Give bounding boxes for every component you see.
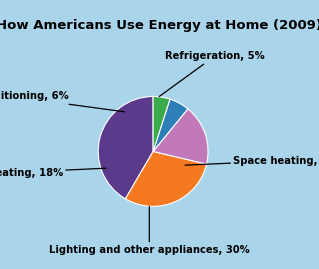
Wedge shape	[153, 97, 170, 151]
Text: Space heating, 42%: Space heating, 42%	[185, 155, 319, 166]
Wedge shape	[98, 97, 153, 199]
Wedge shape	[125, 151, 207, 206]
Text: How Americans Use Energy at Home (2009): How Americans Use Energy at Home (2009)	[0, 19, 319, 32]
Wedge shape	[153, 109, 208, 164]
Text: Air conditioning, 6%: Air conditioning, 6%	[0, 91, 124, 112]
Text: Water heating, 18%: Water heating, 18%	[0, 168, 106, 178]
Wedge shape	[153, 99, 188, 151]
Text: Refrigeration, 5%: Refrigeration, 5%	[159, 51, 264, 97]
Text: Lighting and other appliances, 30%: Lighting and other appliances, 30%	[49, 206, 250, 254]
